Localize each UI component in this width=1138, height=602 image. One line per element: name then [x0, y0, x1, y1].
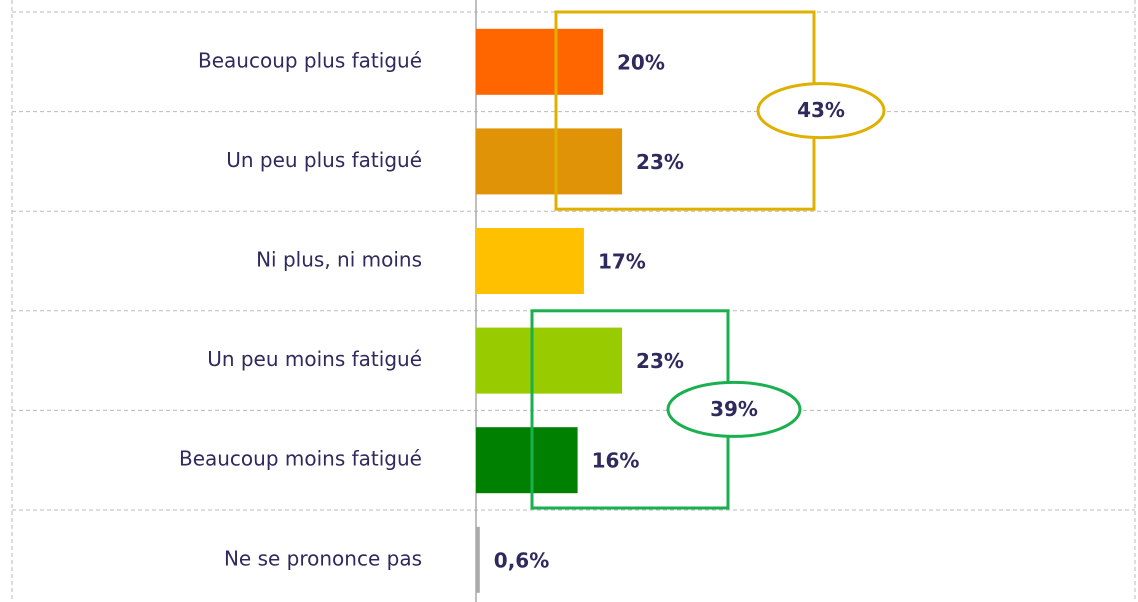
value-label: 23%: [636, 349, 684, 373]
value-label: 20%: [617, 50, 665, 74]
value-label: 0,6%: [494, 548, 549, 572]
value-label: 17%: [598, 250, 646, 274]
bar: [476, 327, 623, 394]
group-total-badge: [666, 380, 802, 438]
bar: [476, 228, 584, 294]
category-label: Ne se prononce pas: [224, 546, 422, 570]
category-label: Un peu moins fatigué: [207, 347, 422, 371]
value-label: 23%: [636, 150, 684, 174]
group-total-label: 43%: [797, 98, 845, 122]
category-label: Beaucoup plus fatigué: [198, 48, 422, 72]
category-label: Beaucoup moins fatigué: [179, 447, 422, 471]
bar: [476, 526, 480, 593]
value-label: 16%: [592, 449, 640, 473]
bar: [476, 28, 603, 95]
bar: [476, 128, 623, 195]
bar: [476, 427, 578, 494]
group-total-badge: [756, 82, 886, 140]
group-total-label: 39%: [710, 397, 758, 421]
category-label: Un peu plus fatigué: [226, 148, 422, 172]
category-label: Ni plus, ni moins: [256, 248, 422, 272]
